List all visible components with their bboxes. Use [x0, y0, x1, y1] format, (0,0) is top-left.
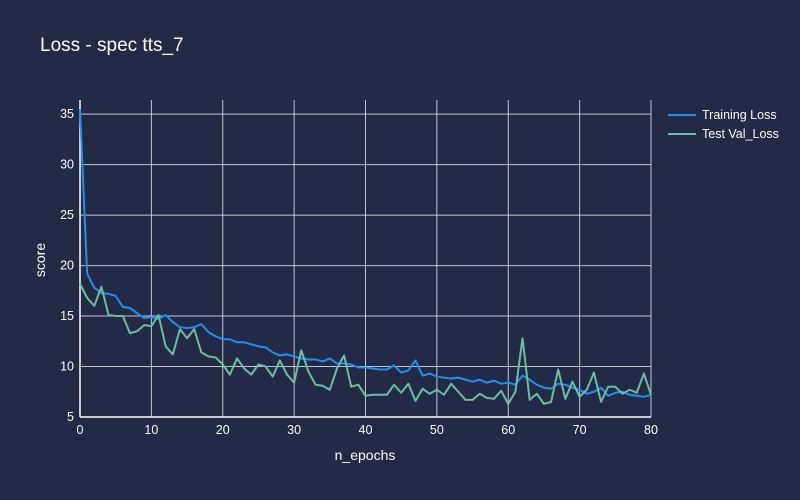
- x-tick-labels: 0 10 20 30 40 50 60 70 80: [77, 423, 658, 437]
- x-tick-label: 70: [573, 423, 587, 437]
- x-tick-label: 50: [430, 423, 444, 437]
- y-tick-label: 20: [60, 259, 74, 273]
- x-tick-label: 40: [359, 423, 373, 437]
- legend-label: Test Val_Loss: [702, 127, 779, 141]
- grid: [80, 100, 652, 417]
- series-lines: [79, 109, 652, 405]
- y-tick-labels: 5 10 15 20 25 30 35: [60, 107, 74, 424]
- x-tick-label: 30: [287, 423, 301, 437]
- x-tick-label: 0: [77, 423, 84, 437]
- y-tick-label: 25: [60, 208, 74, 222]
- y-axis-title: score: [32, 243, 48, 277]
- legend-item[interactable]: Training Loss: [668, 108, 777, 122]
- legend-item[interactable]: Test Val_Loss: [668, 127, 779, 141]
- x-tick-label: 80: [644, 423, 658, 437]
- x-tick-label: 60: [501, 423, 515, 437]
- y-tick-label: 5: [67, 410, 74, 424]
- legend-label: Training Loss: [702, 108, 777, 122]
- x-tick-label: 10: [144, 423, 158, 437]
- y-tick-label: 35: [60, 107, 74, 121]
- y-tick-label: 10: [60, 360, 74, 374]
- x-axis-title: n_epochs: [335, 447, 396, 463]
- y-tick-label: 15: [60, 309, 74, 323]
- x-tick-label: 20: [216, 423, 230, 437]
- series-line-test-val-loss: [79, 283, 652, 405]
- legend[interactable]: Training Loss Test Val_Loss: [668, 108, 779, 141]
- y-tick-label: 30: [60, 158, 74, 172]
- series-line-training-loss: [79, 109, 652, 398]
- axes: [79, 100, 651, 418]
- chart-title: Loss - spec tts_7: [40, 35, 184, 56]
